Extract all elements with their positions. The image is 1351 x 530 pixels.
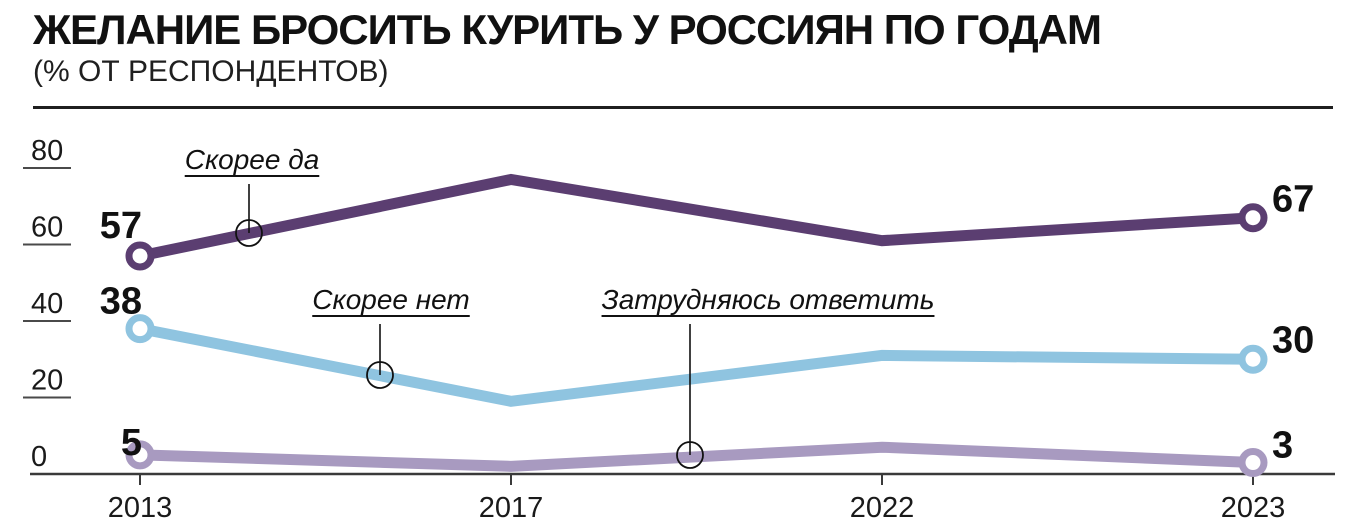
series-line-2: [139, 441, 1254, 472]
annotation-label: Затрудняюсь ответить: [601, 284, 935, 315]
x-tick-label: 2023: [1221, 492, 1286, 524]
value-label-start-1: 38: [100, 281, 142, 323]
y-tick-label: 0: [31, 441, 47, 473]
series-line-0: [138, 173, 1254, 262]
x-tick-label: 2022: [850, 492, 915, 524]
value-label-end-0: 67: [1272, 179, 1314, 221]
value-label-end-1: 30: [1272, 319, 1314, 361]
value-label-end-2: 3: [1272, 425, 1293, 467]
marker-start-2: [125, 440, 155, 470]
chart-subtitle: (% ОТ РЕСПОНДЕНТОВ): [33, 55, 389, 88]
marker-end-1: [1238, 344, 1268, 374]
marker-start-1: [125, 314, 155, 344]
x-tick-label: 2017: [479, 492, 544, 524]
y-tick-label: 60: [31, 212, 63, 244]
x-tick-label: 2013: [108, 492, 173, 524]
y-tick-label: 40: [31, 288, 63, 320]
marker-end-2: [1238, 448, 1268, 478]
value-label-start-2: 5: [121, 422, 142, 464]
annotation-label: Скорее нет: [312, 284, 470, 315]
title-separator: [33, 106, 1333, 109]
chart-title: ЖЕЛАНИЕ БРОСИТЬ КУРИТЬ У РОССИЯН ПО ГОДА…: [33, 6, 1102, 53]
annotation-target-circle: [366, 361, 394, 389]
y-tick-label: 20: [31, 365, 63, 397]
y-tick-label: 80: [31, 135, 63, 167]
annotation-target-circle: [676, 441, 704, 469]
annotation-label: Скорее да: [184, 144, 320, 175]
series-line-1: [138, 323, 1254, 407]
marker-start-0: [125, 241, 155, 271]
marker-end-0: [1238, 203, 1268, 233]
annotation-target-circle: [235, 219, 263, 247]
value-label-start-0: 57: [100, 205, 142, 247]
